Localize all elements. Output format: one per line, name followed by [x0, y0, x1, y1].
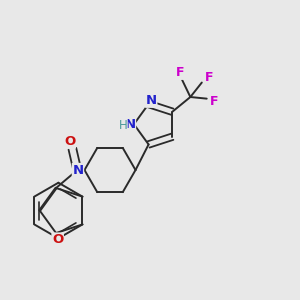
Text: H: H: [118, 119, 127, 132]
Text: O: O: [64, 135, 75, 148]
Text: N: N: [72, 164, 83, 176]
Text: N: N: [146, 94, 157, 107]
Text: O: O: [52, 233, 63, 246]
Text: N: N: [124, 118, 136, 131]
Text: F: F: [176, 66, 185, 79]
Text: F: F: [205, 71, 213, 84]
Text: F: F: [210, 95, 218, 108]
